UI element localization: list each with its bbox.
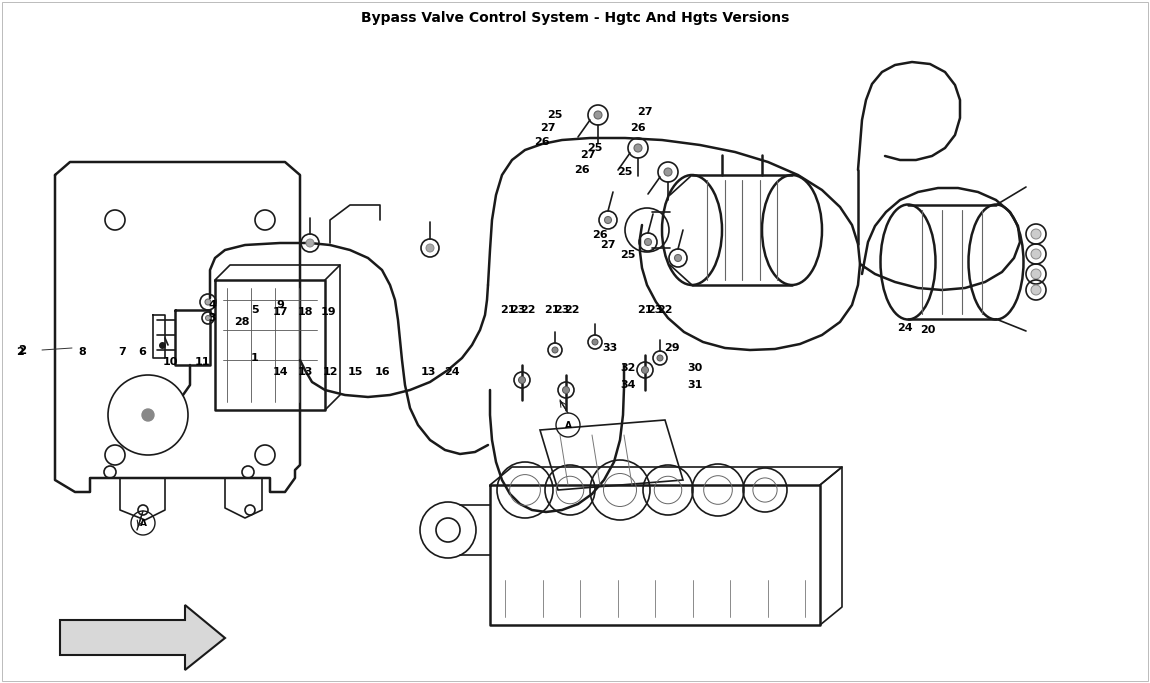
Text: 26: 26 <box>630 123 646 133</box>
Text: 19: 19 <box>320 307 336 317</box>
Circle shape <box>664 168 672 176</box>
Circle shape <box>306 239 314 247</box>
Text: 1: 1 <box>251 353 259 363</box>
Text: 29: 29 <box>665 343 680 353</box>
Text: 17: 17 <box>273 307 288 317</box>
Circle shape <box>1032 285 1041 295</box>
Text: 27: 27 <box>600 240 615 250</box>
Circle shape <box>1032 269 1041 279</box>
Circle shape <box>519 376 526 383</box>
Circle shape <box>605 217 612 223</box>
Text: 20: 20 <box>920 325 936 335</box>
Text: 22: 22 <box>565 305 580 315</box>
Circle shape <box>644 238 652 245</box>
Text: 27: 27 <box>581 150 596 160</box>
Text: 28: 28 <box>235 317 250 327</box>
Text: 5: 5 <box>251 305 259 315</box>
Text: 12: 12 <box>322 367 338 377</box>
Text: 26: 26 <box>574 165 590 175</box>
Text: 23: 23 <box>647 305 662 315</box>
Text: Bypass Valve Control System - Hgtc And Hgts Versions: Bypass Valve Control System - Hgtc And H… <box>361 11 789 25</box>
Text: 24: 24 <box>444 367 460 377</box>
Text: A: A <box>139 518 146 527</box>
Text: 6: 6 <box>138 347 146 357</box>
Text: 34: 34 <box>620 380 636 390</box>
Text: 21: 21 <box>500 305 515 315</box>
Text: 3: 3 <box>208 313 216 323</box>
Text: 4: 4 <box>208 300 216 310</box>
Circle shape <box>1032 229 1041 239</box>
Text: 21: 21 <box>544 305 560 315</box>
Circle shape <box>642 367 649 374</box>
Text: 13: 13 <box>420 367 436 377</box>
Text: 11: 11 <box>194 357 209 367</box>
Text: 15: 15 <box>347 367 362 377</box>
Text: A: A <box>565 421 572 430</box>
Text: 31: 31 <box>688 380 703 390</box>
Circle shape <box>141 409 154 421</box>
Text: 22: 22 <box>658 305 673 315</box>
Text: 30: 30 <box>688 363 703 373</box>
Text: 26: 26 <box>535 137 550 147</box>
Text: 18: 18 <box>297 307 313 317</box>
Circle shape <box>1032 249 1041 259</box>
Circle shape <box>675 255 682 262</box>
Circle shape <box>657 355 664 361</box>
Circle shape <box>205 299 210 305</box>
Text: 22: 22 <box>520 305 536 315</box>
Text: 14: 14 <box>273 367 288 377</box>
Text: 24: 24 <box>897 323 913 333</box>
Text: 23: 23 <box>554 305 569 315</box>
Circle shape <box>595 111 601 119</box>
Text: 8: 8 <box>78 347 86 357</box>
Circle shape <box>562 387 569 393</box>
Text: 27: 27 <box>637 107 653 117</box>
Circle shape <box>206 316 210 320</box>
Circle shape <box>592 339 598 345</box>
Text: 27: 27 <box>540 123 555 133</box>
Text: 13: 13 <box>298 367 313 377</box>
Text: 23: 23 <box>511 305 526 315</box>
Text: 2: 2 <box>16 347 24 357</box>
Text: 25: 25 <box>618 167 633 177</box>
Text: 21: 21 <box>637 305 653 315</box>
Circle shape <box>426 244 434 252</box>
Text: 10: 10 <box>162 357 178 367</box>
Text: 25: 25 <box>588 143 603 153</box>
Text: 7: 7 <box>118 347 125 357</box>
Text: 25: 25 <box>547 110 562 120</box>
Text: 26: 26 <box>592 230 608 240</box>
Text: 16: 16 <box>374 367 390 377</box>
Circle shape <box>634 144 642 152</box>
Circle shape <box>552 347 558 353</box>
Text: 2: 2 <box>18 344 26 357</box>
Text: 33: 33 <box>603 343 618 353</box>
Polygon shape <box>60 605 225 670</box>
Text: 25: 25 <box>620 250 636 260</box>
Text: 32: 32 <box>620 363 636 373</box>
Text: 9: 9 <box>276 300 284 310</box>
